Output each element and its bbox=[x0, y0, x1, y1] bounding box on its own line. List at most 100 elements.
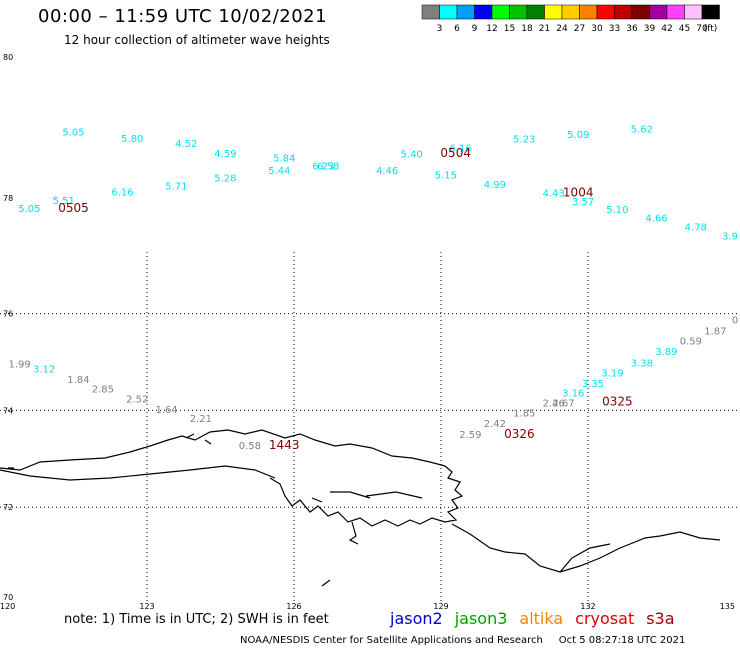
satellite-jason2: jason2 bbox=[390, 609, 443, 628]
lon-label: 135 bbox=[720, 602, 735, 611]
legend-swatch bbox=[666, 4, 685, 20]
wave-height-value: 2.67 bbox=[552, 399, 574, 410]
wave-height-value: 3.57 bbox=[572, 197, 594, 208]
coastline-west-arm bbox=[0, 465, 276, 481]
pass-time-label: 1004 bbox=[563, 185, 594, 199]
wave-height-value: 2.52 bbox=[126, 395, 148, 406]
wave-height-value: 5.15 bbox=[435, 171, 457, 182]
lon-label: 120 bbox=[0, 602, 15, 611]
legend-label: 9 bbox=[472, 24, 478, 34]
legend-label: 15 bbox=[504, 24, 515, 34]
wave-height-value: 4.59 bbox=[214, 149, 236, 160]
credit-line: NOAA/NESDIS Center for Satellite Applica… bbox=[240, 635, 685, 646]
wave-height-value: 1.84 bbox=[67, 375, 89, 386]
wave-height-value: 3.19 bbox=[601, 369, 623, 380]
wave-height-value: 6.16 bbox=[449, 143, 471, 154]
wave-height-value: 5.05 bbox=[62, 127, 84, 138]
lat-label: 76 bbox=[3, 310, 13, 319]
wave-height-value: 3.16 bbox=[562, 388, 584, 399]
satellite-legend: jason2 jason3 altika cryosat s3a bbox=[390, 609, 687, 628]
wave-height-value: 5.51 bbox=[53, 196, 75, 207]
coastline-islands bbox=[8, 433, 423, 503]
wave-height-value: 3.9 bbox=[722, 232, 738, 243]
color-scale-legend: 3 6 9 12 15 18 21 24 27 30 33 36 39 42 45 70(ft) bbox=[421, 4, 720, 34]
coastline-east-tail bbox=[559, 543, 611, 573]
wave-height-value: 3.35 bbox=[582, 379, 604, 390]
wave-height-value: 5.23 bbox=[513, 135, 535, 146]
wave-height-value: 1.99 bbox=[8, 359, 30, 370]
pass-time-label: 0326 bbox=[504, 427, 535, 441]
lat-label: 78 bbox=[3, 194, 13, 203]
wave-height-value: 5.09 bbox=[567, 130, 589, 141]
legend-swatch bbox=[526, 4, 545, 20]
units-note: note: 1) Time is in UTC; 2) SWH is in fe… bbox=[64, 612, 329, 627]
wave-height-value: 6.23 bbox=[312, 161, 334, 172]
wave-height-value: 5.44 bbox=[268, 166, 290, 177]
wave-height-value: 6.58 bbox=[317, 161, 339, 172]
wave-height-value: 2.85 bbox=[92, 384, 114, 395]
lat-label: 80 bbox=[3, 53, 13, 62]
wave-height-value: 0 bbox=[732, 315, 738, 326]
legend-swatch bbox=[421, 4, 440, 20]
wave-height-value: 2.21 bbox=[190, 414, 212, 425]
generated-timestamp: Oct 5 08:27:18 UTC 2021 bbox=[558, 635, 686, 646]
legend-label: 24 bbox=[556, 24, 568, 34]
wave-height-value: 0.59 bbox=[680, 337, 702, 348]
wave-height-value: 5.05 bbox=[18, 204, 40, 215]
satellite-cryosat: cryosat bbox=[575, 609, 635, 628]
satellite-jason3: jason3 bbox=[454, 609, 508, 628]
legend-label: 30 bbox=[591, 24, 603, 34]
pass-time-label: 1443 bbox=[269, 438, 300, 452]
wave-height-value: 5.40 bbox=[400, 149, 422, 160]
map-title: 00:00 – 11:59 UTC 10/02/2021 bbox=[38, 6, 328, 27]
map-subtitle: 12 hour collection of altimeter wave hei… bbox=[64, 33, 330, 47]
legend-unit: (ft) bbox=[704, 24, 718, 34]
legend-label: 6 bbox=[454, 24, 460, 34]
legend-swatch bbox=[701, 4, 720, 20]
coastline-inlet-2 bbox=[321, 579, 331, 587]
wave-height-value: 1.64 bbox=[155, 405, 177, 416]
coastline-inlet bbox=[348, 521, 359, 545]
wave-height-value: 1.85 bbox=[513, 409, 535, 420]
legend-swatch bbox=[491, 4, 510, 20]
wave-height-value: 3.12 bbox=[33, 365, 55, 376]
satellite-s3a: s3a bbox=[646, 609, 675, 628]
wave-height-value: 4.99 bbox=[484, 180, 506, 191]
lat-label: 70 bbox=[3, 593, 13, 602]
lon-label: 132 bbox=[580, 602, 595, 611]
legend-label: 42 bbox=[661, 24, 672, 34]
wave-height-value: 5.10 bbox=[606, 205, 628, 216]
legend-swatch bbox=[596, 4, 615, 20]
pass-time-label: 0504 bbox=[440, 146, 471, 160]
pass-time-label: 0505 bbox=[58, 201, 89, 215]
wave-height-value: 2.42 bbox=[484, 419, 506, 430]
wave-height-value: 3.38 bbox=[631, 358, 653, 369]
lon-label: 123 bbox=[139, 602, 154, 611]
wave-height-value: 4.78 bbox=[685, 222, 707, 233]
lon-label: 129 bbox=[433, 602, 448, 611]
wave-height-value: 1.87 bbox=[704, 326, 726, 337]
legend-swatch bbox=[474, 4, 493, 20]
observations: 5.05 5.80 4.52 4.59 5.84 6.236.58 5.44 5.28 5.71… bbox=[8, 125, 738, 453]
legend-label: 36 bbox=[626, 24, 638, 34]
legend-swatch bbox=[649, 4, 668, 20]
wave-height-value: 0.58 bbox=[239, 441, 261, 452]
legend-label: 21 bbox=[539, 24, 550, 34]
wave-height-value: 2.59 bbox=[459, 430, 481, 441]
wave-height-value: 6.16 bbox=[111, 188, 133, 199]
legend-swatch bbox=[684, 4, 703, 20]
legend-swatch bbox=[509, 4, 528, 20]
wave-height-value: 5.84 bbox=[273, 154, 295, 165]
wave-height-value: 4.66 bbox=[645, 214, 667, 225]
legend-swatch bbox=[561, 4, 580, 20]
satellite-altika: altika bbox=[519, 609, 564, 628]
legend-label: 3 bbox=[437, 24, 443, 34]
coastline-lena-delta bbox=[269, 465, 464, 527]
wave-height-value: 4.46 bbox=[376, 166, 398, 177]
legend-label: 12 bbox=[486, 24, 497, 34]
wave-height-value: 5.28 bbox=[214, 173, 236, 184]
lat-lon-grid: 120 123 126 129 132 135 80 78 76 74 72 70 bbox=[0, 53, 740, 611]
legend-label: 18 bbox=[521, 24, 533, 34]
wave-height-value: 5.71 bbox=[165, 182, 187, 193]
legend-swatch bbox=[614, 4, 633, 20]
